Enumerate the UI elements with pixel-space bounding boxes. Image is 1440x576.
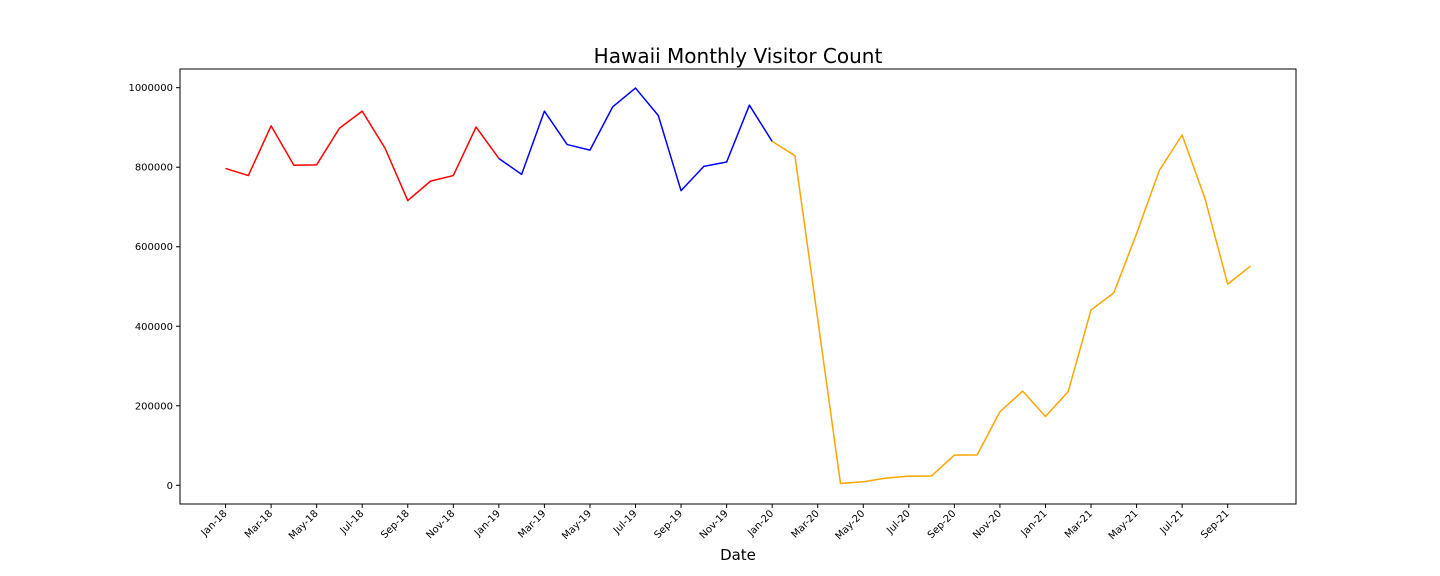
- x-tick-label: Jul-20: [884, 508, 913, 537]
- y-tick-label: 0: [167, 481, 173, 492]
- chart-title: Hawaii Monthly Visitor Count: [594, 44, 883, 68]
- x-tick-label: Jul-19: [611, 508, 640, 537]
- x-tick-label: Sep-18: [379, 508, 412, 541]
- x-tick-label: Nov-20: [971, 508, 1004, 541]
- x-tick-label: Jan-18: [199, 508, 230, 539]
- series-line-1: [225, 110, 500, 202]
- x-tick-label: Nov-19: [698, 508, 731, 541]
- x-tick-label: Jan-19: [472, 508, 503, 539]
- x-tick-label: Mar-21: [1063, 508, 1095, 540]
- x-axis: Jan-18 Mar-18 May-18 Jul-18 Sep-18 Nov-18 Jan-…: [199, 504, 1232, 542]
- y-tick-label: 1000000: [128, 83, 173, 94]
- y-tick-label: 200000: [135, 401, 173, 412]
- x-tick-label: Sep-19: [653, 508, 686, 541]
- x-tick-label: Mar-18: [243, 508, 275, 540]
- x-tick-label: Sep-20: [926, 508, 959, 541]
- x-tick-label: May-18: [287, 508, 321, 542]
- x-tick-label: Jul-18: [338, 508, 367, 537]
- y-tick-label: 800000: [135, 163, 173, 174]
- x-tick-label: Jan-20: [745, 508, 776, 539]
- y-tick-label: 400000: [135, 322, 173, 333]
- x-tick-label: May-19: [560, 508, 594, 542]
- plot-frame: [179, 68, 1297, 505]
- x-tick-label: May-21: [1107, 508, 1141, 542]
- x-tick-label: Nov-18: [424, 508, 457, 541]
- x-tick-label: Mar-20: [790, 508, 822, 540]
- y-tick-label: 600000: [135, 242, 173, 253]
- plot-area: [225, 87, 1251, 485]
- x-tick-label: Sep-21: [1199, 508, 1232, 541]
- x-axis-label: Date: [720, 546, 756, 564]
- y-axis: 0 200000 400000 600000 800000 1000000: [128, 83, 180, 492]
- x-tick-label: May-20: [834, 508, 868, 542]
- series-line-2: [498, 87, 773, 192]
- x-tick-label: Mar-19: [516, 508, 548, 540]
- x-tick-label: Jul-21: [1158, 508, 1187, 537]
- x-tick-label: Jan-21: [1019, 508, 1050, 539]
- series-line-3: [771, 134, 1251, 485]
